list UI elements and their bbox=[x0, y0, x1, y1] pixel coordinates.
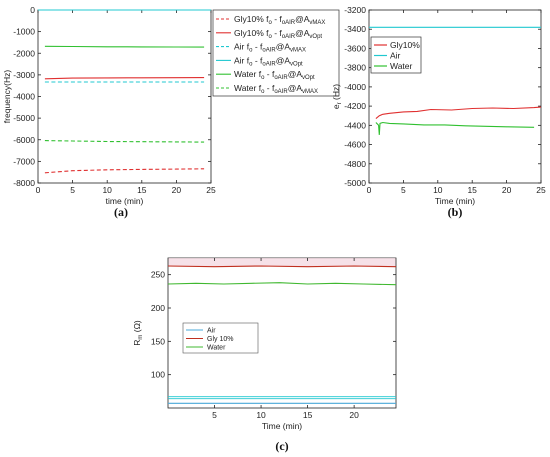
series-line-1 bbox=[44, 77, 205, 80]
x-tick-label: 25 bbox=[536, 185, 546, 195]
legend-label: Water fo - foAIR@AvOpt bbox=[234, 69, 315, 81]
y-axis-label: frequency(Hz) bbox=[2, 70, 12, 124]
x-tick-label: 5 bbox=[212, 410, 217, 420]
legend-label: Water fo - foAIR@AvMAX bbox=[234, 83, 318, 95]
x-axis-label: Time (min) bbox=[435, 196, 475, 206]
series-line-0 bbox=[375, 106, 542, 120]
y-tick-label: -1000 bbox=[13, 27, 35, 37]
legend-label: Air fo - foAIR@AvMAX bbox=[234, 42, 306, 54]
y-tick-label: -3600 bbox=[344, 43, 366, 53]
x-tick-label: 20 bbox=[172, 185, 182, 195]
x-tick-label: 15 bbox=[303, 410, 313, 420]
x-tick-label: 15 bbox=[137, 185, 147, 195]
y-tick-label: 0 bbox=[30, 5, 35, 15]
top-band bbox=[168, 258, 396, 267]
y-tick-label: -4400 bbox=[344, 120, 366, 130]
y-tick-label: -5000 bbox=[344, 178, 366, 188]
series-line-1 bbox=[167, 265, 397, 268]
y-tick-label: 250 bbox=[151, 270, 165, 280]
series-line-2 bbox=[167, 282, 397, 286]
x-tick-label: 10 bbox=[433, 185, 443, 195]
x-tick-label: 20 bbox=[502, 185, 512, 195]
y-tick-label: -3400 bbox=[344, 24, 366, 34]
series-line-0 bbox=[44, 168, 205, 174]
y-tick-label: -3200 bbox=[344, 5, 366, 15]
y-tick-label: 100 bbox=[151, 370, 165, 380]
y-tick-label: 200 bbox=[151, 303, 165, 313]
x-axis-label: Time (min) bbox=[262, 421, 302, 431]
chart-0: 0 5 10 15 20 25 -8000 -7000 -6000 -5000 -4000 -3000… bbox=[2, 5, 340, 219]
x-tick-label: 20 bbox=[349, 410, 359, 420]
y-tick-label: -4000 bbox=[13, 92, 35, 102]
y-tick-label: 150 bbox=[151, 336, 165, 346]
x-tick-label: 10 bbox=[256, 410, 266, 420]
y-tick-label: -7000 bbox=[13, 156, 35, 166]
y-tick-label: -4200 bbox=[344, 101, 366, 111]
x-tick-label: 10 bbox=[102, 185, 112, 195]
y-tick-label: -8000 bbox=[13, 178, 35, 188]
panel-caption: (c) bbox=[275, 439, 288, 453]
x-tick-label: 0 bbox=[367, 185, 372, 195]
chart-1: 0 5 10 15 20 25 -5000 -4800 -4600 -4400 -4200 -4000… bbox=[331, 5, 546, 219]
x-axis-label: time (min) bbox=[106, 196, 144, 206]
series-line-4 bbox=[44, 45, 205, 48]
legend-label: Gly10% fo - foAIR@AvOpt bbox=[234, 28, 322, 40]
legend-label: Gly10% fo - foAIR@AvMAX bbox=[234, 14, 325, 26]
y-tick-label: -4800 bbox=[344, 159, 366, 169]
y-tick-label: -4600 bbox=[344, 140, 366, 150]
x-tick-label: 5 bbox=[70, 185, 75, 195]
y-tick-label: -3000 bbox=[13, 70, 35, 80]
series-line-2 bbox=[375, 121, 535, 135]
panel-caption: (b) bbox=[448, 205, 463, 219]
y-tick-label: -5000 bbox=[13, 113, 35, 123]
legend-label: Water bbox=[390, 61, 413, 71]
chart-2: 5 10 15 20 100 150 200 250 Time (min) Rm (Ω) (c) Ai… bbox=[132, 257, 397, 453]
x-tick-label: 5 bbox=[401, 185, 406, 195]
legend-label: Air fo - foAIR@AvOpt bbox=[234, 55, 303, 67]
legend-label: Gly10% bbox=[390, 40, 420, 50]
legend-box bbox=[212, 9, 340, 97]
x-tick-label: 0 bbox=[36, 185, 41, 195]
x-tick-label: 15 bbox=[467, 185, 477, 195]
legend-label: Water bbox=[207, 345, 226, 352]
y-axis-label: Rm (Ω) bbox=[132, 320, 144, 346]
y-tick-label: -2000 bbox=[13, 48, 35, 58]
plot-area bbox=[37, 9, 212, 184]
series-line-5 bbox=[44, 140, 205, 143]
x-tick-label: 25 bbox=[206, 185, 216, 195]
panel-caption: (a) bbox=[114, 205, 128, 219]
y-tick-label: -6000 bbox=[13, 135, 35, 145]
y-tick-label: -4000 bbox=[344, 82, 366, 92]
legend-label: Gly 10% bbox=[207, 336, 233, 343]
legend-label: Air bbox=[207, 328, 216, 335]
legend-label: Air bbox=[390, 51, 401, 61]
plot-area bbox=[368, 9, 542, 184]
y-tick-label: -3800 bbox=[344, 63, 366, 73]
y-axis-label: er (Hz) bbox=[331, 84, 343, 109]
